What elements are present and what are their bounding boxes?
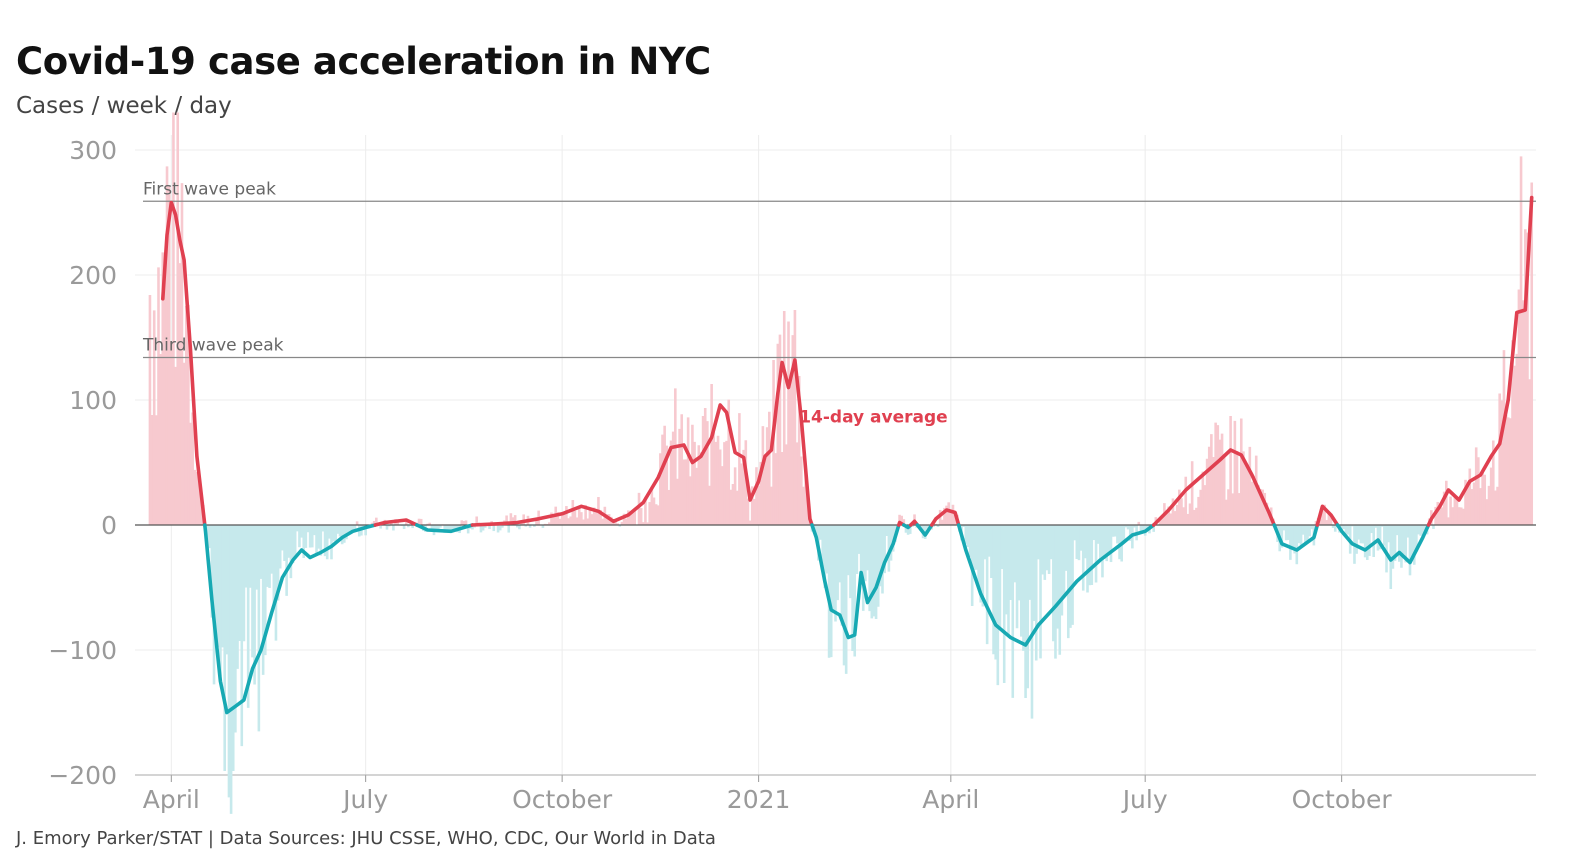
x-tick-label: October <box>512 785 613 814</box>
series-annotation: 14-day average <box>799 408 947 428</box>
x-tick-label: April <box>143 785 200 814</box>
average-line-positive <box>930 508 961 527</box>
chart-labels: 300 200 100 0 −100 −200 April July October 2021 Ap… <box>48 136 1392 814</box>
average-line-negative <box>203 523 378 715</box>
average-line-negative <box>810 523 901 640</box>
average-line-positive <box>161 200 207 527</box>
average-line-positive <box>1315 504 1340 527</box>
y-tick-label: −200 <box>48 761 117 790</box>
x-tick-label: April <box>922 785 979 814</box>
average-line-negative <box>1335 523 1431 565</box>
average-line-positive <box>470 358 814 527</box>
average-line-positive <box>1426 195 1534 527</box>
y-tick-label: 200 <box>69 261 117 290</box>
daily-bars <box>148 112 1534 814</box>
average-line-negative <box>915 523 934 537</box>
y-tick-label: −100 <box>48 636 117 665</box>
x-tick-label: 2021 <box>727 785 791 814</box>
y-tick-label: 100 <box>69 386 117 415</box>
average-line-negative <box>956 523 1156 647</box>
source-credit: J. Emory Parker/STAT | Data Sources: JHU… <box>16 828 716 849</box>
reference-line-label: First wave peak <box>143 179 276 199</box>
x-tick-label: July <box>341 785 388 814</box>
x-tick-label: October <box>1292 785 1393 814</box>
average-line-positive <box>373 518 419 527</box>
x-tick-label: July <box>1121 785 1168 814</box>
chart-title: Covid-19 case acceleration in NYC <box>16 40 711 83</box>
average-line <box>161 195 1534 715</box>
chart-subtitle: Cases / week / day <box>16 93 232 119</box>
y-tick-label: 0 <box>101 511 117 540</box>
reference-line-label: Third wave peak <box>142 336 284 356</box>
average-line-positive <box>1151 448 1276 527</box>
grid-lines <box>135 135 1536 782</box>
y-tick-label: 300 <box>69 136 117 165</box>
average-line-negative <box>415 523 475 534</box>
reference-lines <box>143 200 1536 359</box>
average-line-negative <box>1272 523 1320 552</box>
